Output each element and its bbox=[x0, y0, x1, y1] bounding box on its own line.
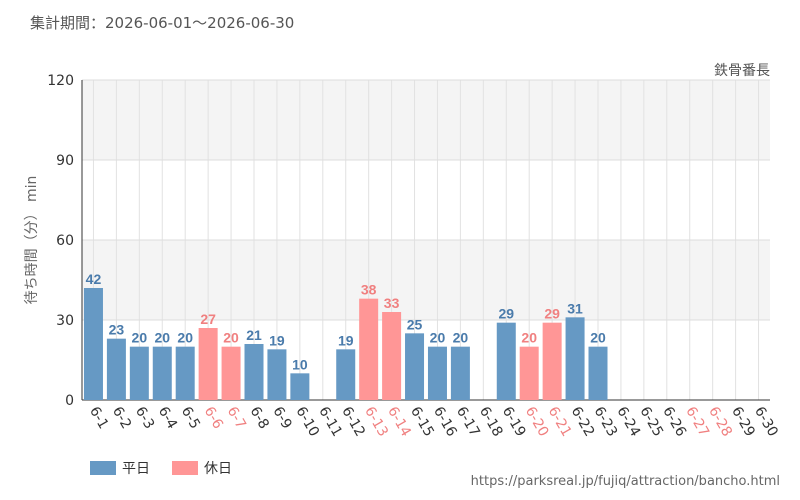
bar-value-label: 42 bbox=[86, 271, 102, 287]
bar bbox=[565, 317, 585, 400]
bar-value-label: 20 bbox=[132, 330, 148, 346]
bar-value-label: 33 bbox=[384, 295, 400, 311]
grid-band bbox=[82, 240, 770, 320]
bar-value-label: 20 bbox=[223, 330, 239, 346]
bar-value-label: 20 bbox=[177, 330, 193, 346]
bar bbox=[290, 373, 310, 400]
bar bbox=[450, 346, 470, 400]
legend-label-holiday: 休日 bbox=[204, 461, 232, 477]
x-tick-label: 6-26 bbox=[659, 404, 689, 440]
bar bbox=[221, 346, 241, 400]
x-tick-label: 6-16 bbox=[430, 404, 460, 440]
period-label: 集計期間：2026-06-01～2026-06-30 bbox=[30, 14, 295, 32]
x-tick-label: 6-14 bbox=[384, 404, 414, 440]
grid-band bbox=[82, 160, 770, 240]
bar bbox=[359, 298, 379, 400]
legend-swatch-holiday bbox=[172, 461, 198, 475]
bar bbox=[244, 344, 264, 400]
bar-value-label: 38 bbox=[361, 282, 377, 298]
x-tick-label: 6-25 bbox=[636, 404, 666, 440]
x-tick-label: 6-4 bbox=[155, 404, 180, 432]
y-tick-label: 60 bbox=[56, 233, 74, 249]
x-tick-label: 6-2 bbox=[109, 404, 134, 432]
bar bbox=[198, 328, 218, 400]
x-tick-label: 6-3 bbox=[132, 404, 157, 432]
bar-value-label: 20 bbox=[521, 330, 537, 346]
x-tick-label: 6-8 bbox=[247, 404, 272, 432]
grid-band bbox=[82, 80, 770, 160]
bar-value-label: 29 bbox=[498, 306, 514, 322]
bar-value-label: 20 bbox=[430, 330, 446, 346]
bar bbox=[427, 346, 447, 400]
legend-item-weekday: 平日 bbox=[90, 458, 150, 478]
bar-value-label: 20 bbox=[154, 330, 170, 346]
bar-value-label: 25 bbox=[407, 316, 423, 332]
bar bbox=[542, 322, 562, 400]
bar bbox=[519, 346, 539, 400]
x-tick-label: 6-28 bbox=[705, 404, 735, 440]
grid-band bbox=[82, 320, 770, 400]
bar bbox=[588, 346, 608, 400]
bar bbox=[152, 346, 172, 400]
x-tick-label: 6-13 bbox=[361, 404, 391, 440]
x-tick-label: 6-12 bbox=[338, 404, 368, 440]
source-link[interactable]: https://parksreal.jp/fujiq/attraction/ba… bbox=[470, 474, 780, 489]
x-tick-label: 6-21 bbox=[545, 404, 575, 440]
bar-value-label: 29 bbox=[544, 306, 560, 322]
y-tick-label: 90 bbox=[56, 153, 74, 169]
legend-item-holiday: 休日 bbox=[172, 458, 232, 478]
x-tick-label: 6-19 bbox=[499, 404, 529, 440]
x-tick-label: 6-29 bbox=[728, 404, 758, 440]
bar bbox=[382, 312, 402, 400]
bar-value-label: 21 bbox=[246, 327, 262, 343]
chart-legend: 平日 休日 bbox=[90, 458, 254, 478]
x-tick-label: 6-6 bbox=[201, 404, 226, 432]
x-tick-label: 6-18 bbox=[476, 404, 506, 440]
y-tick-label: 120 bbox=[47, 73, 74, 89]
attraction-name: 鉄骨番長 bbox=[714, 63, 770, 79]
bar bbox=[496, 322, 516, 400]
x-tick-label: 6-23 bbox=[591, 404, 621, 440]
x-tick-label: 6-1 bbox=[86, 404, 111, 432]
bar bbox=[106, 338, 126, 400]
bar-value-label: 31 bbox=[567, 300, 583, 316]
y-axis-title: 待ち時間（分） min bbox=[24, 176, 40, 305]
x-tick-label: 6-30 bbox=[751, 404, 781, 440]
bar bbox=[336, 349, 356, 400]
x-tick-label: 6-24 bbox=[613, 404, 643, 440]
bar-value-label: 20 bbox=[590, 330, 606, 346]
x-tick-label: 6-22 bbox=[568, 404, 598, 440]
x-tick-label: 6-20 bbox=[522, 404, 552, 440]
bar bbox=[83, 288, 103, 400]
legend-label-weekday: 平日 bbox=[122, 461, 150, 477]
bar bbox=[267, 349, 287, 400]
y-tick-label: 30 bbox=[56, 313, 74, 329]
x-tick-label: 6-5 bbox=[178, 404, 203, 432]
bar bbox=[405, 333, 425, 400]
bar bbox=[129, 346, 149, 400]
x-tick-label: 6-9 bbox=[269, 404, 294, 432]
bar-value-label: 19 bbox=[269, 332, 285, 348]
bar-value-label: 20 bbox=[453, 330, 469, 346]
x-tick-label: 6-10 bbox=[292, 404, 322, 440]
x-tick-label: 6-15 bbox=[407, 404, 437, 440]
x-tick-label: 6-27 bbox=[682, 404, 712, 440]
bar-value-label: 10 bbox=[292, 356, 308, 372]
bar bbox=[175, 346, 195, 400]
bar-value-label: 19 bbox=[338, 332, 354, 348]
x-tick-label: 6-11 bbox=[315, 404, 345, 440]
legend-swatch-weekday bbox=[90, 461, 116, 475]
y-tick-label: 0 bbox=[65, 393, 74, 409]
x-tick-label: 6-7 bbox=[224, 404, 249, 432]
x-tick-label: 6-17 bbox=[453, 404, 483, 440]
bar-value-label: 23 bbox=[109, 322, 125, 338]
bar-value-label: 27 bbox=[200, 311, 216, 327]
